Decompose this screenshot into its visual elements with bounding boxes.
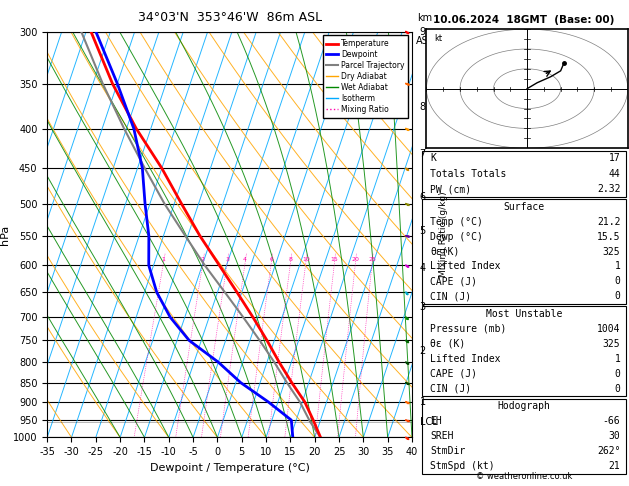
Text: 17: 17	[609, 154, 620, 163]
Text: 0: 0	[615, 383, 620, 394]
Text: 1: 1	[420, 397, 426, 407]
Text: Lifted Index: Lifted Index	[430, 261, 501, 272]
Text: 325: 325	[603, 246, 620, 257]
Text: 25: 25	[368, 258, 376, 262]
Text: K: K	[430, 154, 436, 163]
Text: 9: 9	[420, 27, 426, 36]
Text: CIN (J): CIN (J)	[430, 383, 471, 394]
Text: © weatheronline.co.uk: © weatheronline.co.uk	[476, 472, 572, 481]
Text: 1: 1	[615, 354, 620, 364]
Text: Dewp (°C): Dewp (°C)	[430, 231, 483, 242]
Text: Hodograph: Hodograph	[498, 401, 551, 411]
Text: 2.32: 2.32	[597, 184, 620, 194]
Text: 6: 6	[420, 192, 426, 202]
Text: 0: 0	[615, 368, 620, 379]
Text: Totals Totals: Totals Totals	[430, 169, 506, 179]
Text: 5: 5	[420, 226, 426, 236]
Text: StmDir: StmDir	[430, 446, 465, 456]
Text: 34°03'N  353°46'W  86m ASL: 34°03'N 353°46'W 86m ASL	[138, 11, 321, 24]
Text: 1: 1	[162, 258, 165, 262]
X-axis label: Dewpoint / Temperature (°C): Dewpoint / Temperature (°C)	[150, 463, 309, 473]
Text: 1004: 1004	[597, 324, 620, 334]
Text: SREH: SREH	[430, 431, 454, 441]
Legend: Temperature, Dewpoint, Parcel Trajectory, Dry Adiabat, Wet Adiabat, Isotherm, Mi: Temperature, Dewpoint, Parcel Trajectory…	[323, 35, 408, 118]
Text: 21: 21	[609, 461, 620, 471]
Text: LCL: LCL	[420, 417, 437, 427]
Text: θε (K): θε (K)	[430, 339, 465, 348]
Text: 10.06.2024  18GMT  (Base: 00): 10.06.2024 18GMT (Base: 00)	[433, 15, 615, 25]
Text: 7: 7	[420, 150, 426, 159]
Text: 15.5: 15.5	[597, 231, 620, 242]
Text: CIN (J): CIN (J)	[430, 291, 471, 301]
Text: PW (cm): PW (cm)	[430, 184, 471, 194]
Text: 30: 30	[609, 431, 620, 441]
Text: 8: 8	[289, 258, 292, 262]
Text: StmSpd (kt): StmSpd (kt)	[430, 461, 495, 471]
Text: 8: 8	[420, 102, 426, 112]
Text: 4: 4	[420, 263, 426, 273]
Text: Most Unstable: Most Unstable	[486, 309, 562, 319]
Text: 44: 44	[609, 169, 620, 179]
Text: Pressure (mb): Pressure (mb)	[430, 324, 506, 334]
Text: CAPE (J): CAPE (J)	[430, 368, 477, 379]
Text: 1: 1	[615, 261, 620, 272]
Text: 20: 20	[352, 258, 359, 262]
Text: Lifted Index: Lifted Index	[430, 354, 501, 364]
Text: Temp (°C): Temp (°C)	[430, 217, 483, 226]
Text: 325: 325	[603, 339, 620, 348]
Text: 2: 2	[201, 258, 205, 262]
Text: 21.2: 21.2	[597, 217, 620, 226]
Text: kt: kt	[435, 34, 443, 43]
Text: 15: 15	[331, 258, 338, 262]
Text: 262°: 262°	[597, 446, 620, 456]
Text: km: km	[417, 14, 432, 23]
Text: ASL: ASL	[415, 35, 434, 46]
Text: CAPE (J): CAPE (J)	[430, 277, 477, 286]
Text: 6: 6	[269, 258, 273, 262]
Text: 3: 3	[420, 302, 426, 312]
Text: EH: EH	[430, 416, 442, 426]
Y-axis label: hPa: hPa	[0, 225, 10, 244]
Text: Surface: Surface	[504, 202, 545, 212]
Text: 3: 3	[225, 258, 229, 262]
Text: 2: 2	[420, 347, 426, 357]
Text: 0: 0	[615, 277, 620, 286]
Text: 4: 4	[243, 258, 247, 262]
Text: 0: 0	[615, 291, 620, 301]
Text: -66: -66	[603, 416, 620, 426]
Text: θε(K): θε(K)	[430, 246, 460, 257]
Text: 10: 10	[302, 258, 309, 262]
Text: Mixing Ratio (g/kg): Mixing Ratio (g/kg)	[439, 191, 448, 278]
